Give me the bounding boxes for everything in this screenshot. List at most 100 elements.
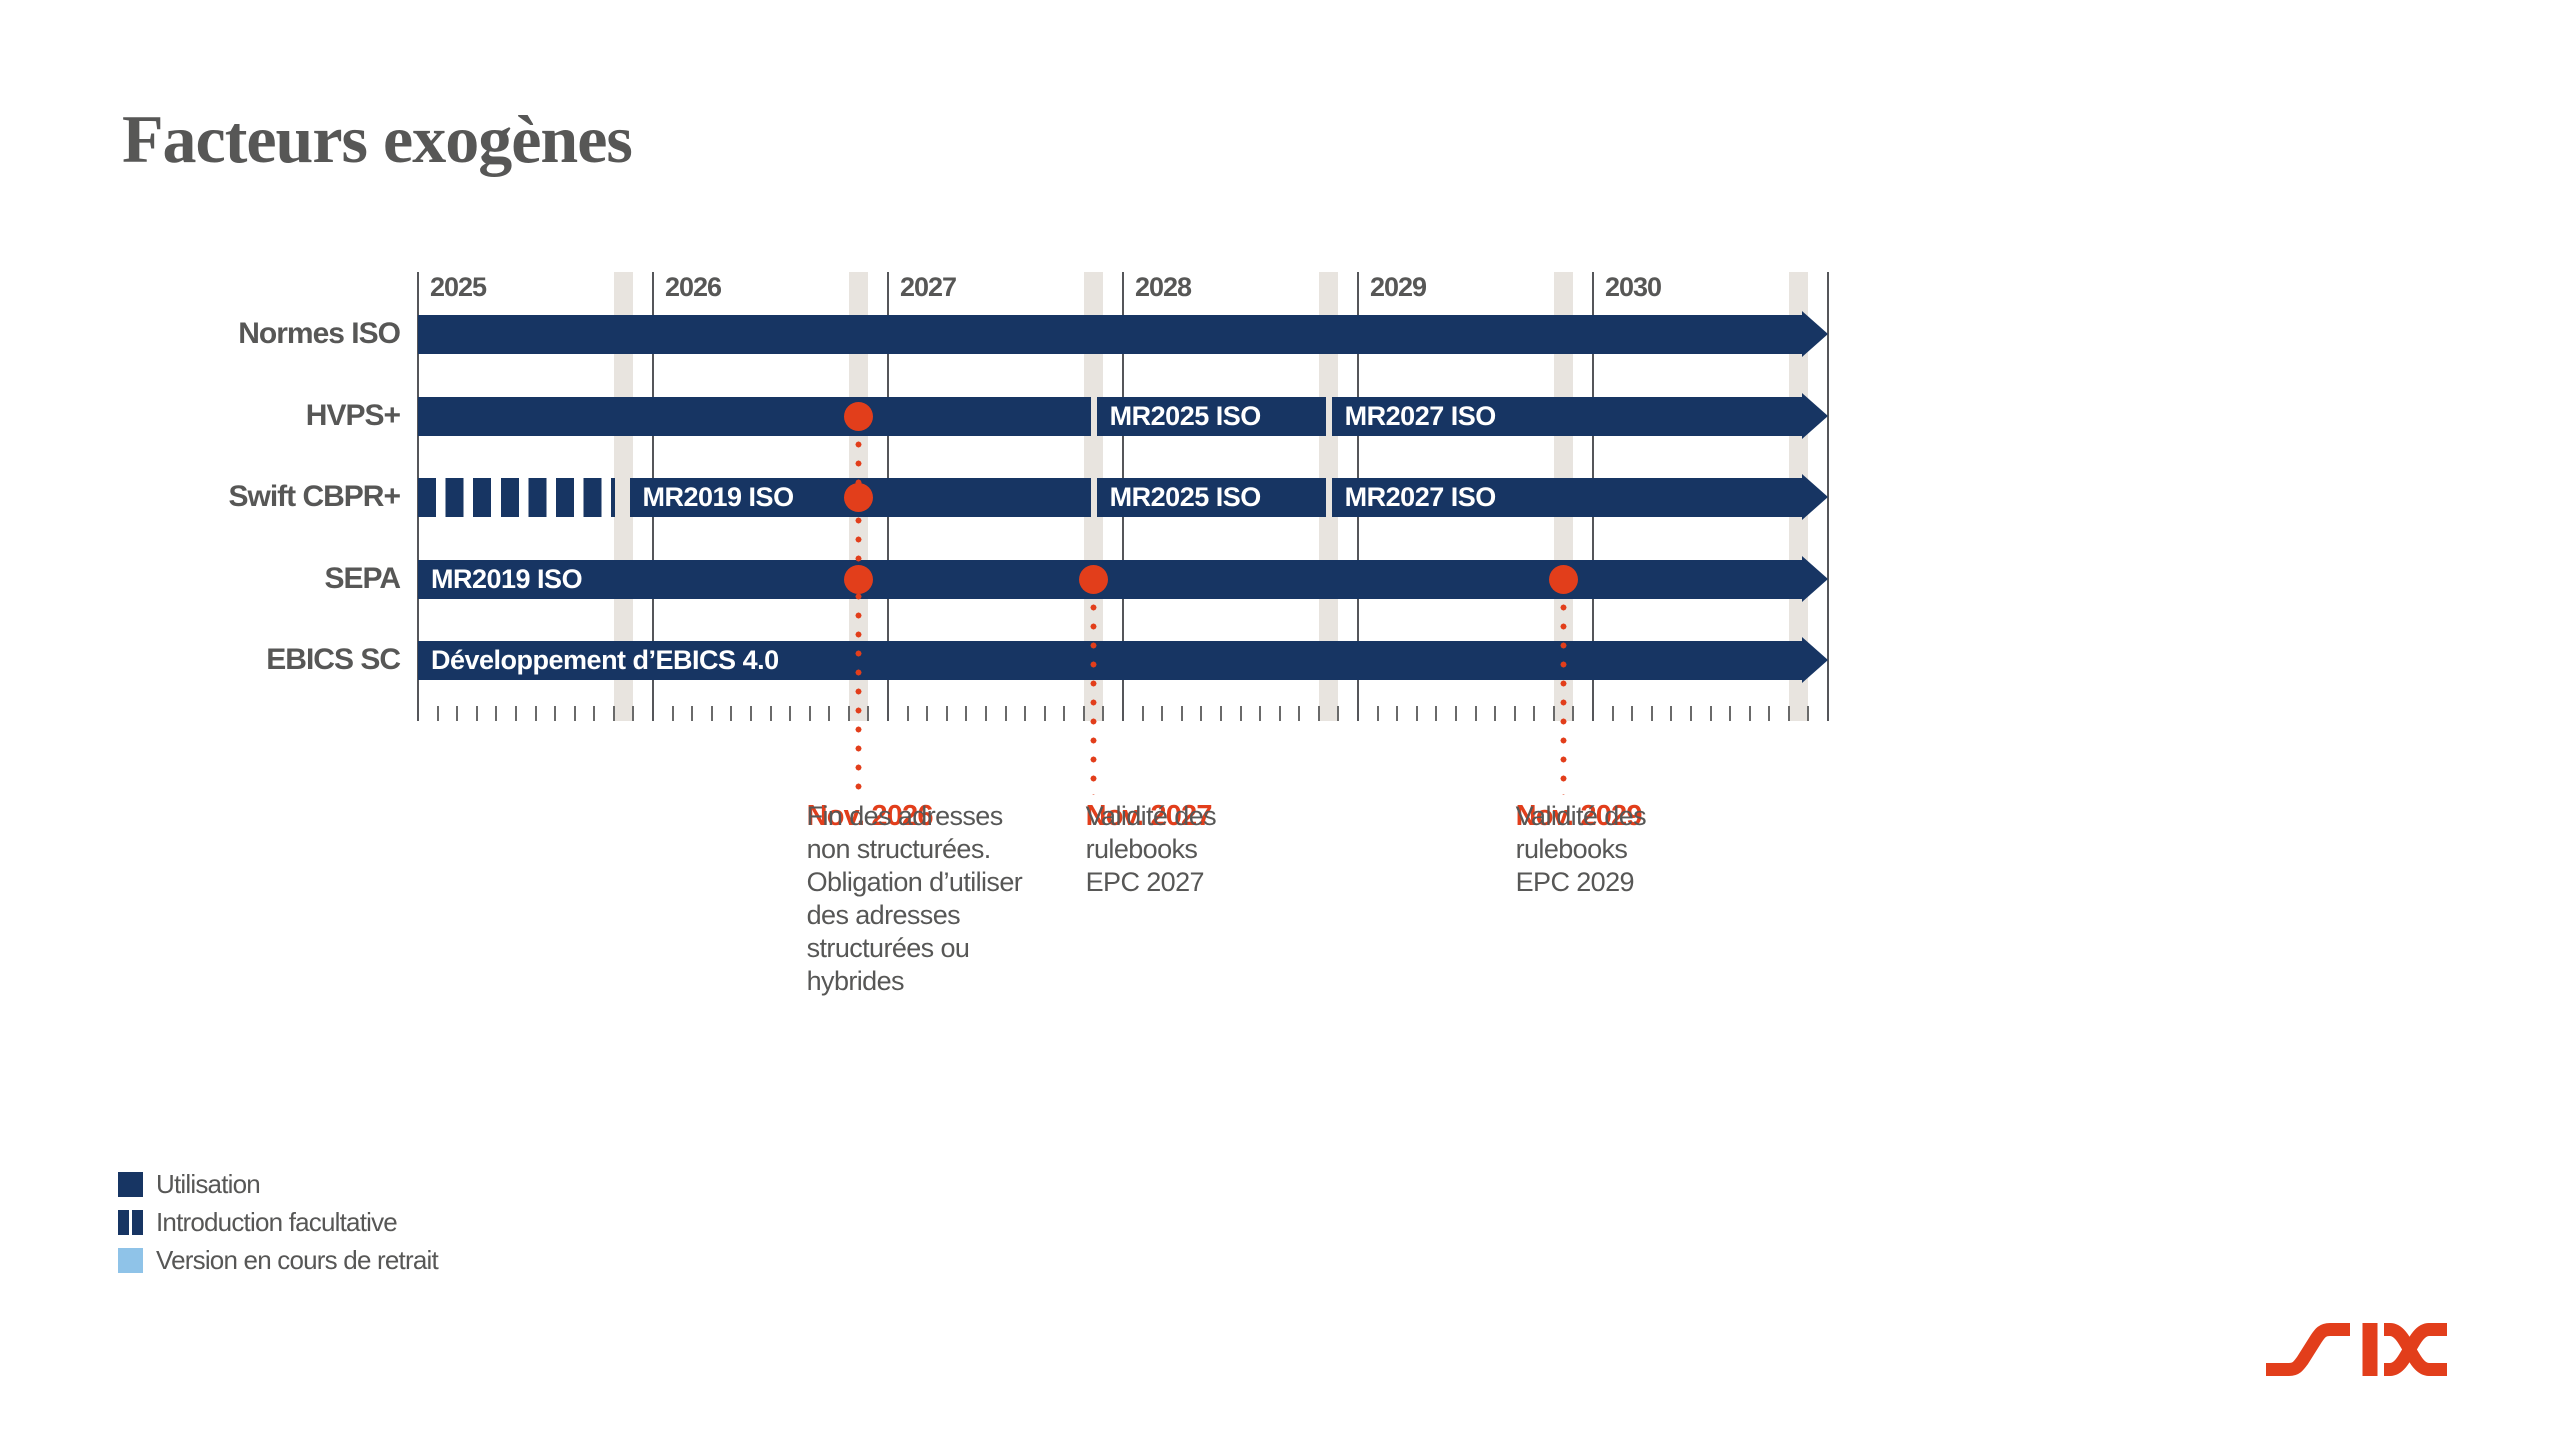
bar-segment-label: MR2027 ISO [1344, 482, 1497, 512]
month-tick [1650, 706, 1653, 721]
year-label: 2029 [1370, 272, 1427, 302]
bar-segment: MR2027 ISO [1331, 397, 1802, 436]
bar-arrowhead-icon [1802, 637, 1828, 683]
month-tick [456, 706, 459, 721]
month-tick [906, 706, 909, 721]
nov-highlight-band [1318, 272, 1339, 721]
bar-segment-label: MR2019 ISO [642, 482, 795, 512]
month-tick [1043, 706, 1046, 721]
month-tick [1709, 706, 1712, 721]
bar-segment-label: Développement d’EBICS 4.0 [431, 645, 779, 675]
row-label: SEPA [324, 562, 401, 595]
month-tick [1141, 706, 1144, 721]
bar-segment-label: MR2027 ISO [1344, 401, 1497, 431]
month-tick [495, 706, 498, 721]
bar-segment: MR2019 ISO [418, 560, 1802, 599]
month-tick [1376, 706, 1379, 721]
bar-segment: MR2025 ISO [1096, 397, 1327, 436]
bar-segment [418, 315, 1802, 354]
bar-segment: MR2027 ISO [1331, 478, 1802, 517]
row-label: Normes ISO [238, 317, 401, 350]
bar-segment-label: MR2025 ISO [1109, 482, 1262, 512]
legend-item: Utilisation [118, 1169, 261, 1199]
month-tick [1239, 706, 1242, 721]
year-gridline [1827, 272, 1829, 721]
month-tick [1474, 706, 1477, 721]
annotation-text: Validité des rulebooks EPC 2029 [1515, 801, 1647, 897]
month-tick [1533, 706, 1536, 721]
month-tick [691, 706, 694, 721]
bar-arrowhead-icon [1802, 311, 1828, 357]
month-tick [1435, 706, 1438, 721]
bar-arrowhead-icon [1802, 556, 1828, 602]
legend-swatch-solid [118, 1172, 143, 1197]
milestone-connector [1090, 579, 1098, 795]
bar-arrowhead-icon [1802, 393, 1828, 439]
annotation-date: Nov. 2027 [1085, 800, 1213, 832]
month-tick [710, 706, 713, 721]
month-tick [808, 706, 811, 721]
month-tick [612, 706, 615, 721]
month-tick [1102, 706, 1105, 721]
month-tick [1063, 706, 1066, 721]
month-tick [730, 706, 733, 721]
row-label: EBICS SC [266, 643, 401, 676]
month-tick [632, 706, 635, 721]
bar-arrowhead-icon [1802, 474, 1828, 520]
month-tick [1004, 706, 1007, 721]
month-tick [1298, 706, 1301, 721]
month-tick [1180, 706, 1183, 721]
month-tick [1494, 706, 1497, 721]
month-tick [573, 706, 576, 721]
annotation-date: Nov. 2026 [806, 800, 934, 832]
month-tick [1670, 706, 1673, 721]
month-tick [1396, 706, 1399, 721]
six-logo-x-stroke2 [2384, 1323, 2447, 1376]
row-label: HVPS+ [305, 399, 401, 432]
milestone-dot [844, 482, 874, 512]
month-tick [514, 706, 517, 721]
month-tick [1259, 706, 1262, 721]
month-tick [671, 706, 674, 721]
legend-item: Introduction facultative [118, 1207, 398, 1237]
annotation-date: Nov. 2029 [1515, 800, 1643, 832]
legend-label: Utilisation [156, 1169, 261, 1199]
month-tick [1337, 706, 1340, 721]
month-tick [984, 706, 987, 721]
month-tick [1082, 706, 1085, 721]
month-tick [749, 706, 752, 721]
month-tick [554, 706, 557, 721]
month-tick [1552, 706, 1555, 721]
month-tick [867, 706, 870, 721]
month-tick [926, 706, 929, 721]
bar-segment: MR2025 ISO [1096, 478, 1327, 517]
month-tick [1024, 706, 1027, 721]
month-tick [1200, 706, 1203, 721]
nov-highlight-band [1083, 272, 1104, 721]
milestone-connector [1560, 579, 1568, 795]
milestone-dot [1549, 564, 1579, 594]
legend-swatch-dashed [118, 1210, 143, 1235]
month-tick [1611, 706, 1614, 721]
milestone-dot [1079, 564, 1109, 594]
month-tick [965, 706, 968, 721]
month-tick [1317, 706, 1320, 721]
bar-segment-label: MR2025 ISO [1109, 401, 1262, 431]
bar-segment [418, 397, 1092, 436]
month-tick [1768, 706, 1771, 721]
milestone-connector [855, 416, 863, 795]
six-logo [2266, 1323, 2447, 1376]
month-tick [1278, 706, 1281, 721]
month-tick [1161, 706, 1164, 721]
year-label: 2030 [1605, 272, 1662, 302]
year-label: 2026 [665, 272, 722, 302]
month-tick [945, 706, 948, 721]
bar-segment: Développement d’EBICS 4.0 [418, 641, 1802, 680]
month-tick [534, 706, 537, 721]
year-label: 2028 [1135, 272, 1192, 302]
annotation-text: Validité des rulebooks EPC 2027 [1085, 801, 1217, 897]
month-tick [1689, 706, 1692, 721]
month-tick [1748, 706, 1751, 721]
